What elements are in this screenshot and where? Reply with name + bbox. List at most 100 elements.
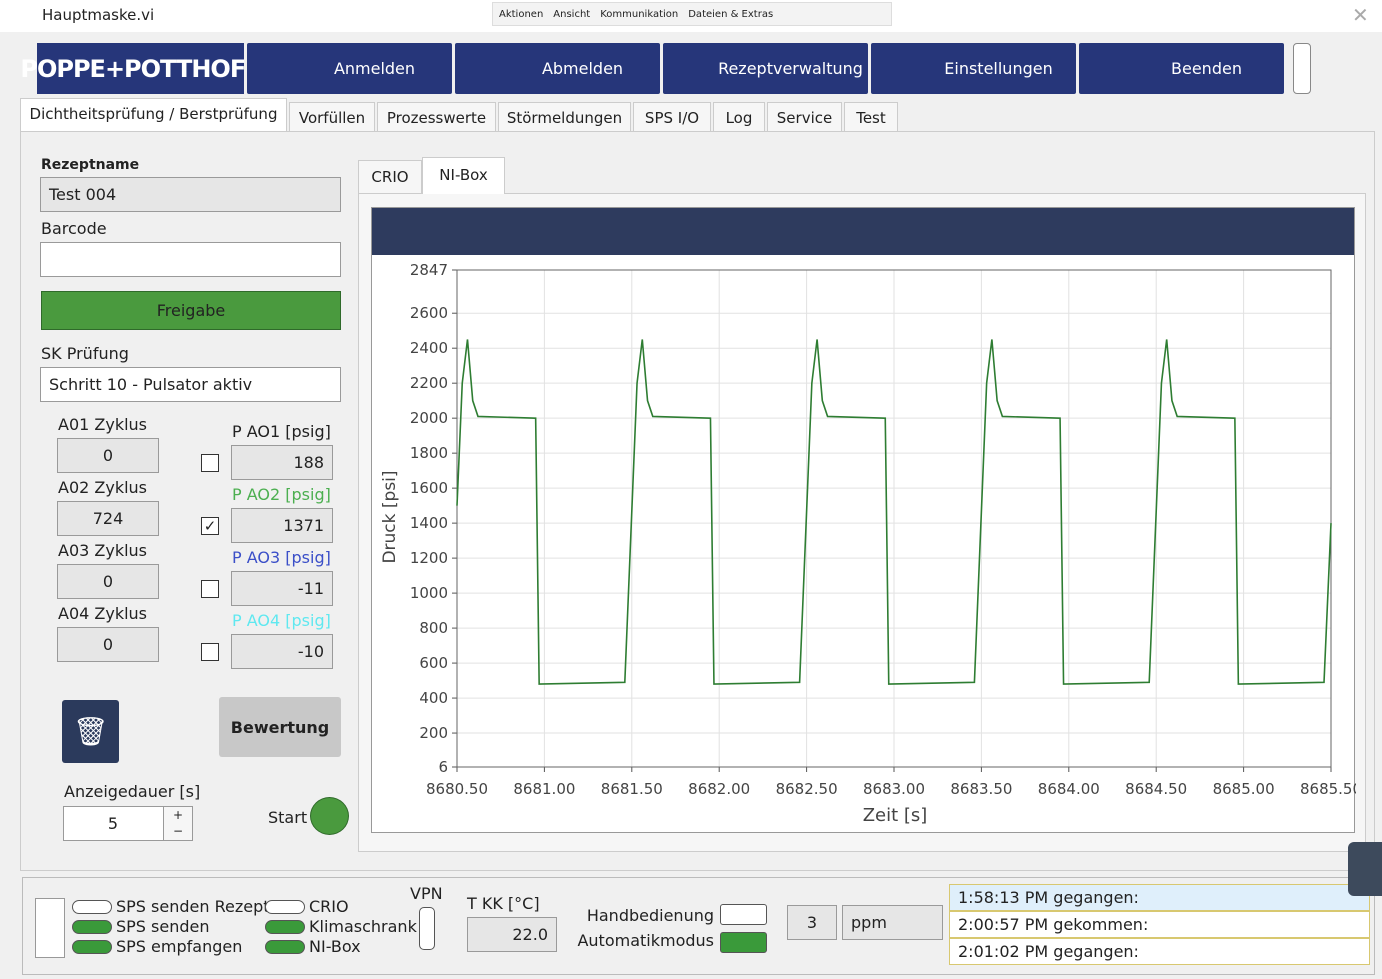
- remote-icon[interactable]: [1348, 842, 1382, 896]
- label: Barcode: [41, 219, 107, 238]
- label: P AO2 [psig]: [232, 485, 331, 504]
- cycle-field: 724: [57, 501, 159, 536]
- status-label: NI-Box: [309, 937, 361, 956]
- nav-button[interactable]: Rezeptverwaltung: [663, 43, 868, 94]
- label: A02 Zyklus: [58, 478, 147, 497]
- toolbar-item[interactable]: Dateien & Extras: [688, 9, 773, 20]
- tab[interactable]: Log: [713, 102, 765, 132]
- tab[interactable]: Prozesswerte: [377, 102, 496, 132]
- mode-label: Automatikmodus: [577, 931, 714, 950]
- side-toggle[interactable]: [1293, 43, 1311, 94]
- title-bar: Hauptmaske.vi ✕ Aktionen Ansicht Kommunika…: [0, 0, 1382, 32]
- subtab[interactable]: NI-Box: [422, 157, 505, 194]
- close[interactable]: ✕: [1352, 3, 1369, 27]
- tab[interactable]: SPS I/O: [633, 102, 711, 132]
- nav-button[interactable]: Einstellungen: [871, 43, 1076, 94]
- pressure-field: -11: [231, 571, 333, 606]
- status-label: SPS empfangen: [116, 937, 242, 956]
- pressure-field: 188: [231, 445, 333, 480]
- ppm-value: 3: [787, 905, 837, 940]
- recipe-field[interactable]: Test 004: [40, 177, 341, 212]
- x-tick-label: 8680.50: [426, 780, 488, 798]
- status-led: [265, 920, 305, 934]
- y-tick-label: 400: [419, 689, 448, 707]
- cycle-field: 0: [57, 564, 159, 599]
- spinner[interactable]: +−: [163, 806, 193, 841]
- logo: POPPE+POTTHOFF: [37, 43, 244, 94]
- y-tick-label: 1200: [410, 549, 448, 567]
- status-led: [265, 940, 305, 954]
- checkbox[interactable]: [201, 454, 219, 472]
- start-led[interactable]: [310, 797, 349, 835]
- y-tick-label: 1800: [410, 444, 448, 462]
- subtab[interactable]: CRIO: [358, 160, 422, 193]
- delete-button[interactable]: 🗑: [62, 700, 119, 763]
- x-tick-label: 8682.50: [776, 780, 838, 798]
- y-tick-label: 2600: [410, 304, 448, 322]
- y-tick-label: 2400: [410, 339, 448, 357]
- tab[interactable]: Vorfüllen: [289, 102, 375, 132]
- y-tick-label: 800: [419, 619, 448, 637]
- temp-field: 22.0: [467, 917, 557, 952]
- x-tick-label: 8685.50: [1300, 780, 1356, 798]
- nav-button[interactable]: Anmelden: [247, 43, 452, 94]
- x-axis-label: Zeit [s]: [863, 805, 928, 826]
- step-field: Schritt 10 - Pulsator aktiv: [40, 367, 341, 402]
- status-label: Klimaschrank: [309, 917, 417, 936]
- y-axis-label: Druck [psi]: [380, 470, 400, 563]
- cycle-field: 0: [57, 627, 159, 662]
- label: SK Prüfung: [41, 344, 129, 363]
- label: A04 Zyklus: [58, 604, 147, 623]
- y-tick-label: 1000: [410, 584, 448, 602]
- cycle-field: 0: [57, 438, 159, 473]
- toolbar-item[interactable]: Ansicht: [553, 9, 590, 20]
- y-tick-label: 600: [419, 654, 448, 672]
- label: P AO4 [psig]: [232, 611, 331, 630]
- y-tick-label: 200: [419, 724, 448, 742]
- release-button[interactable]: Freigabe: [41, 291, 341, 330]
- tab[interactable]: Dichtheitsprüfung / Berstprüfung: [20, 98, 287, 132]
- x-tick-label: 8684.00: [1038, 780, 1100, 798]
- status-led: [72, 940, 112, 954]
- y-tick-label: 1600: [410, 479, 448, 497]
- y-tick-label: 6: [438, 758, 448, 776]
- x-tick-label: 8685.00: [1213, 780, 1275, 798]
- window-title: Hauptmaske.vi: [42, 6, 154, 24]
- y-tick-label: 2200: [410, 374, 448, 392]
- checkbox[interactable]: [201, 643, 219, 661]
- status-label: SPS senden Rezept: [116, 897, 270, 916]
- status-label: CRIO: [309, 897, 349, 916]
- tab[interactable]: Test: [844, 102, 898, 132]
- label: Rezeptname: [41, 157, 139, 173]
- checkbox[interactable]: [201, 580, 219, 598]
- status-led: [72, 920, 112, 934]
- y-tick-label: 2847: [410, 261, 448, 279]
- barcode-field[interactable]: [40, 242, 341, 277]
- tab[interactable]: Service: [767, 102, 842, 132]
- tab[interactable]: Störmeldungen: [498, 102, 631, 132]
- message: 2:01:02 PM gegangen:: [949, 938, 1370, 965]
- toolbar: Aktionen Ansicht Kommunikation Dateien & Ex…: [492, 2, 892, 26]
- label: T KK [°C]: [467, 894, 540, 913]
- nav-button[interactable]: Beenden: [1079, 43, 1284, 94]
- status-led: [72, 900, 112, 914]
- status-box: [35, 898, 65, 958]
- mode-led: [720, 932, 767, 953]
- toolbar-item[interactable]: Kommunikation: [600, 9, 678, 20]
- x-tick-label: 8683.50: [950, 780, 1012, 798]
- pressure-field: 1371: [231, 508, 333, 543]
- message: 1:58:13 PM gegangen:: [949, 884, 1370, 911]
- checkbox[interactable]: ✓: [201, 517, 219, 535]
- nav-button[interactable]: Abmelden: [455, 43, 660, 94]
- x-tick-label: 8681.00: [513, 780, 575, 798]
- toolbar-item[interactable]: Aktionen: [499, 9, 543, 20]
- x-tick-label: 8681.50: [601, 780, 663, 798]
- label: Start: [268, 808, 307, 827]
- y-tick-label: 1400: [410, 514, 448, 532]
- chart: Zeit [s] Druck [psi] 6 200 400 600 800 1000 12…: [371, 207, 1356, 834]
- ppm-unit: ppm: [842, 905, 943, 940]
- chart-frame: [372, 208, 1355, 833]
- message: 2:00:57 PM gekommen:: [949, 911, 1370, 938]
- rating-button[interactable]: Bewertung: [219, 697, 341, 757]
